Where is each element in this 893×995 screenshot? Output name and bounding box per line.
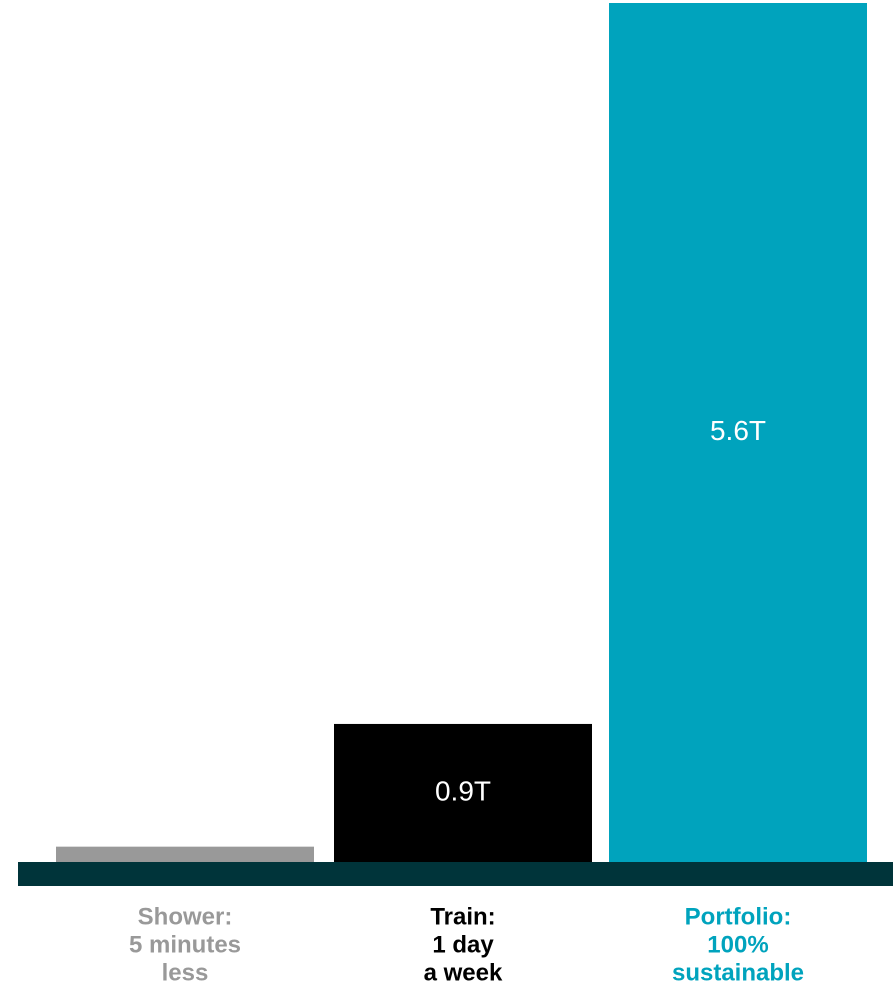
category-label: less	[162, 959, 209, 986]
category-label: sustainable	[672, 959, 804, 986]
value-label: 0.9T	[435, 775, 491, 806]
value-label: 5.6T	[710, 415, 766, 446]
category-label: Shower:	[138, 903, 233, 930]
bar	[56, 846, 314, 862]
category-label: Train:	[430, 903, 495, 930]
category-label: a week	[424, 959, 503, 986]
category-label: 100%	[707, 931, 768, 958]
category-label: Portfolio:	[685, 903, 792, 930]
category-label: 1 day	[432, 931, 494, 958]
baseline	[18, 862, 893, 886]
value-label: 0.1T	[157, 812, 213, 843]
bar	[609, 3, 867, 862]
bar	[334, 723, 592, 862]
category-label: 5 minutes	[129, 931, 241, 958]
